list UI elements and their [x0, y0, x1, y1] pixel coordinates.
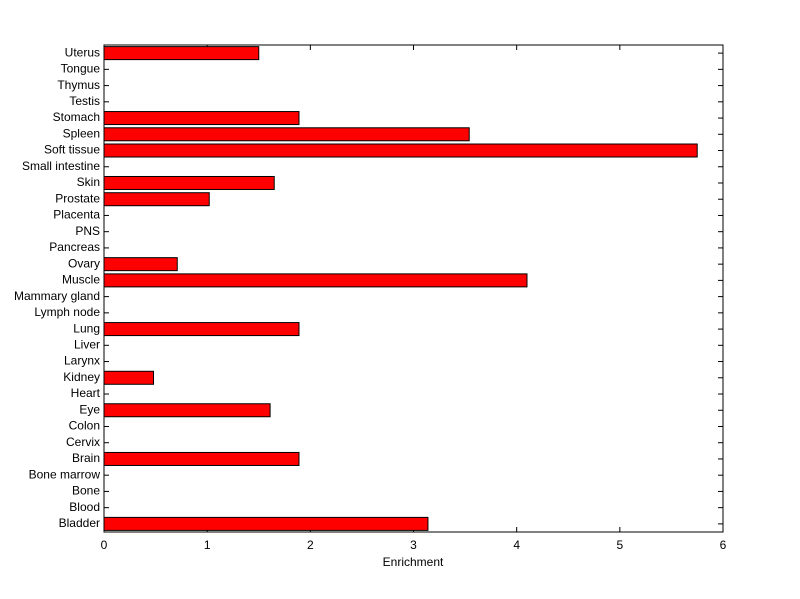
y-tick-label: Stomach: [53, 110, 100, 124]
bar: [103, 403, 271, 418]
y-tick-label: Pancreas: [49, 240, 100, 254]
y-tick-label: Bone marrow: [29, 467, 101, 481]
y-tick-label: Uterus: [65, 45, 100, 59]
y-tick-label: Cervix: [66, 435, 100, 449]
y-tick-label: Skin: [77, 175, 100, 189]
x-axis-label: Enrichment: [383, 555, 444, 569]
y-tick-label: Bone: [72, 484, 100, 498]
y-tick-label: Liver: [74, 337, 100, 351]
x-tick-label: 6: [720, 538, 727, 552]
x-tick-label: 0: [101, 538, 108, 552]
y-tick-label: Spleen: [63, 126, 100, 140]
bar: [103, 111, 300, 126]
y-tick-label: Placenta: [53, 208, 100, 222]
y-tick-label: Soft tissue: [44, 143, 100, 157]
bar: [103, 143, 698, 158]
bar: [103, 516, 429, 531]
bar: [103, 127, 470, 142]
bar: [103, 322, 300, 337]
bar: [103, 451, 300, 466]
y-tick-label: Small intestine: [22, 159, 100, 173]
bar: [103, 257, 178, 272]
bar: [103, 175, 275, 190]
y-tick-label: Muscle: [62, 273, 100, 287]
x-tick-label: 3: [410, 538, 417, 552]
y-tick-label: Heart: [71, 386, 101, 400]
y-tick-label: Tongue: [61, 62, 101, 76]
bar: [103, 273, 528, 288]
y-tick-label: Testis: [69, 94, 100, 108]
y-tick-label: Lung: [73, 321, 100, 335]
y-tick-label: PNS: [75, 224, 100, 238]
y-tick-label: Blood: [69, 500, 100, 514]
y-tick-label: Prostate: [55, 191, 100, 205]
y-tick-label: Colon: [69, 419, 100, 433]
x-tick-label: 1: [204, 538, 211, 552]
y-tick-label: Brain: [72, 451, 100, 465]
y-tick-label: Bladder: [59, 516, 100, 530]
y-tick-label: Kidney: [63, 370, 100, 384]
plot-frame: [103, 44, 724, 533]
y-tick-label: Lymph node: [34, 305, 100, 319]
y-tick-label: Eye: [79, 402, 100, 416]
y-tick-label: Ovary: [68, 256, 100, 270]
bar: [103, 46, 260, 61]
bar: [103, 370, 155, 385]
y-tick-label: Larynx: [64, 354, 100, 368]
y-tick-label: Mammary gland: [14, 289, 100, 303]
x-tick-label: 4: [513, 538, 520, 552]
x-tick-label: 2: [307, 538, 314, 552]
y-tick-label: Thymus: [57, 78, 100, 92]
x-tick-label: 5: [616, 538, 623, 552]
bar: [103, 192, 210, 207]
